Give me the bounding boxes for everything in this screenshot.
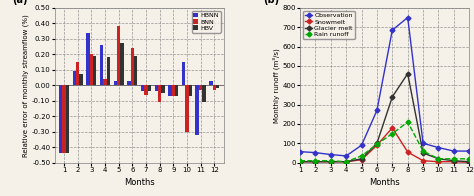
Bar: [66, 85, 69, 153]
Glacier melt: [359, 158, 365, 160]
Bar: [168, 85, 172, 96]
Snowmelt: [420, 160, 426, 162]
Legend: HBNN, BNN, HBV: HBNN, BNN, HBV: [191, 11, 221, 33]
Snowmelt: [390, 127, 395, 129]
Bar: [59, 85, 63, 153]
Rain runoff: [436, 158, 441, 160]
Bar: [172, 85, 175, 96]
Bar: [141, 85, 144, 92]
Line: Observation: Observation: [298, 16, 471, 158]
Glacier melt: [420, 152, 426, 154]
Observation: [436, 146, 441, 149]
Line: Snowmelt: Snowmelt: [298, 126, 471, 164]
Y-axis label: Relative error of monthly streamflow (%): Relative error of monthly streamflow (%): [23, 14, 29, 157]
Bar: [120, 44, 124, 85]
Observation: [451, 150, 457, 152]
Rain runoff: [359, 155, 365, 157]
Bar: [63, 85, 66, 153]
Snowmelt: [297, 161, 303, 163]
Line: Glacier melt: Glacier melt: [298, 72, 471, 163]
Bar: [195, 85, 199, 135]
Observation: [297, 151, 303, 153]
Snowmelt: [359, 159, 365, 161]
Rain runoff: [328, 160, 334, 162]
Legend: Observation, Snowmelt, Glacier melt, Rain runoff: Observation, Snowmelt, Glacier melt, Rai…: [303, 11, 355, 39]
Bar: [189, 85, 192, 96]
Bar: [175, 85, 178, 96]
Rain runoff: [451, 158, 457, 160]
Snowmelt: [374, 144, 380, 146]
Bar: [131, 48, 134, 85]
Observation: [420, 142, 426, 144]
Observation: [374, 109, 380, 112]
Observation: [328, 153, 334, 156]
Bar: [155, 85, 158, 92]
Observation: [390, 29, 395, 31]
Y-axis label: Monthly runoff (m³/s): Monthly runoff (m³/s): [272, 48, 280, 123]
Snowmelt: [436, 161, 441, 163]
Bar: [212, 85, 216, 90]
Observation: [343, 155, 349, 157]
Bar: [182, 62, 185, 85]
Snowmelt: [328, 161, 334, 163]
Glacier melt: [405, 73, 410, 75]
Bar: [161, 85, 165, 93]
Glacier melt: [466, 161, 472, 163]
Rain runoff: [420, 150, 426, 152]
Bar: [209, 81, 212, 85]
Bar: [93, 56, 97, 85]
X-axis label: Months: Months: [124, 178, 155, 187]
Bar: [199, 85, 202, 90]
Bar: [80, 74, 83, 85]
Snowmelt: [451, 161, 457, 163]
Text: (a): (a): [12, 0, 27, 5]
Observation: [312, 152, 318, 154]
Rain runoff: [374, 143, 380, 145]
Bar: [158, 85, 161, 102]
Glacier melt: [436, 158, 441, 160]
Bar: [134, 56, 137, 85]
Observation: [405, 16, 410, 19]
X-axis label: Months: Months: [369, 178, 400, 187]
Glacier melt: [451, 160, 457, 162]
Bar: [90, 54, 93, 85]
Snowmelt: [343, 161, 349, 163]
Bar: [114, 81, 117, 85]
Bar: [202, 85, 206, 102]
Rain runoff: [343, 161, 349, 163]
Bar: [86, 33, 90, 85]
Bar: [185, 85, 189, 132]
Rain runoff: [312, 160, 318, 162]
Glacier melt: [374, 142, 380, 144]
Snowmelt: [312, 161, 318, 163]
Line: Rain runoff: Rain runoff: [298, 120, 471, 163]
Rain runoff: [297, 160, 303, 162]
Snowmelt: [466, 161, 472, 163]
Rain runoff: [466, 158, 472, 160]
Glacier melt: [390, 96, 395, 98]
Bar: [127, 81, 131, 85]
Observation: [359, 144, 365, 146]
Bar: [103, 79, 107, 85]
Glacier melt: [312, 161, 318, 163]
Rain runoff: [405, 121, 410, 123]
Glacier melt: [297, 161, 303, 163]
Bar: [73, 71, 76, 85]
Bar: [100, 45, 103, 85]
Bar: [148, 85, 151, 92]
Text: (b): (b): [263, 0, 279, 5]
Bar: [117, 26, 120, 85]
Snowmelt: [405, 151, 410, 153]
Bar: [144, 85, 148, 94]
Bar: [76, 62, 80, 85]
Glacier melt: [328, 161, 334, 163]
Glacier melt: [343, 161, 349, 163]
Rain runoff: [390, 132, 395, 135]
Bar: [216, 85, 219, 88]
Bar: [107, 57, 110, 85]
Observation: [466, 150, 472, 152]
